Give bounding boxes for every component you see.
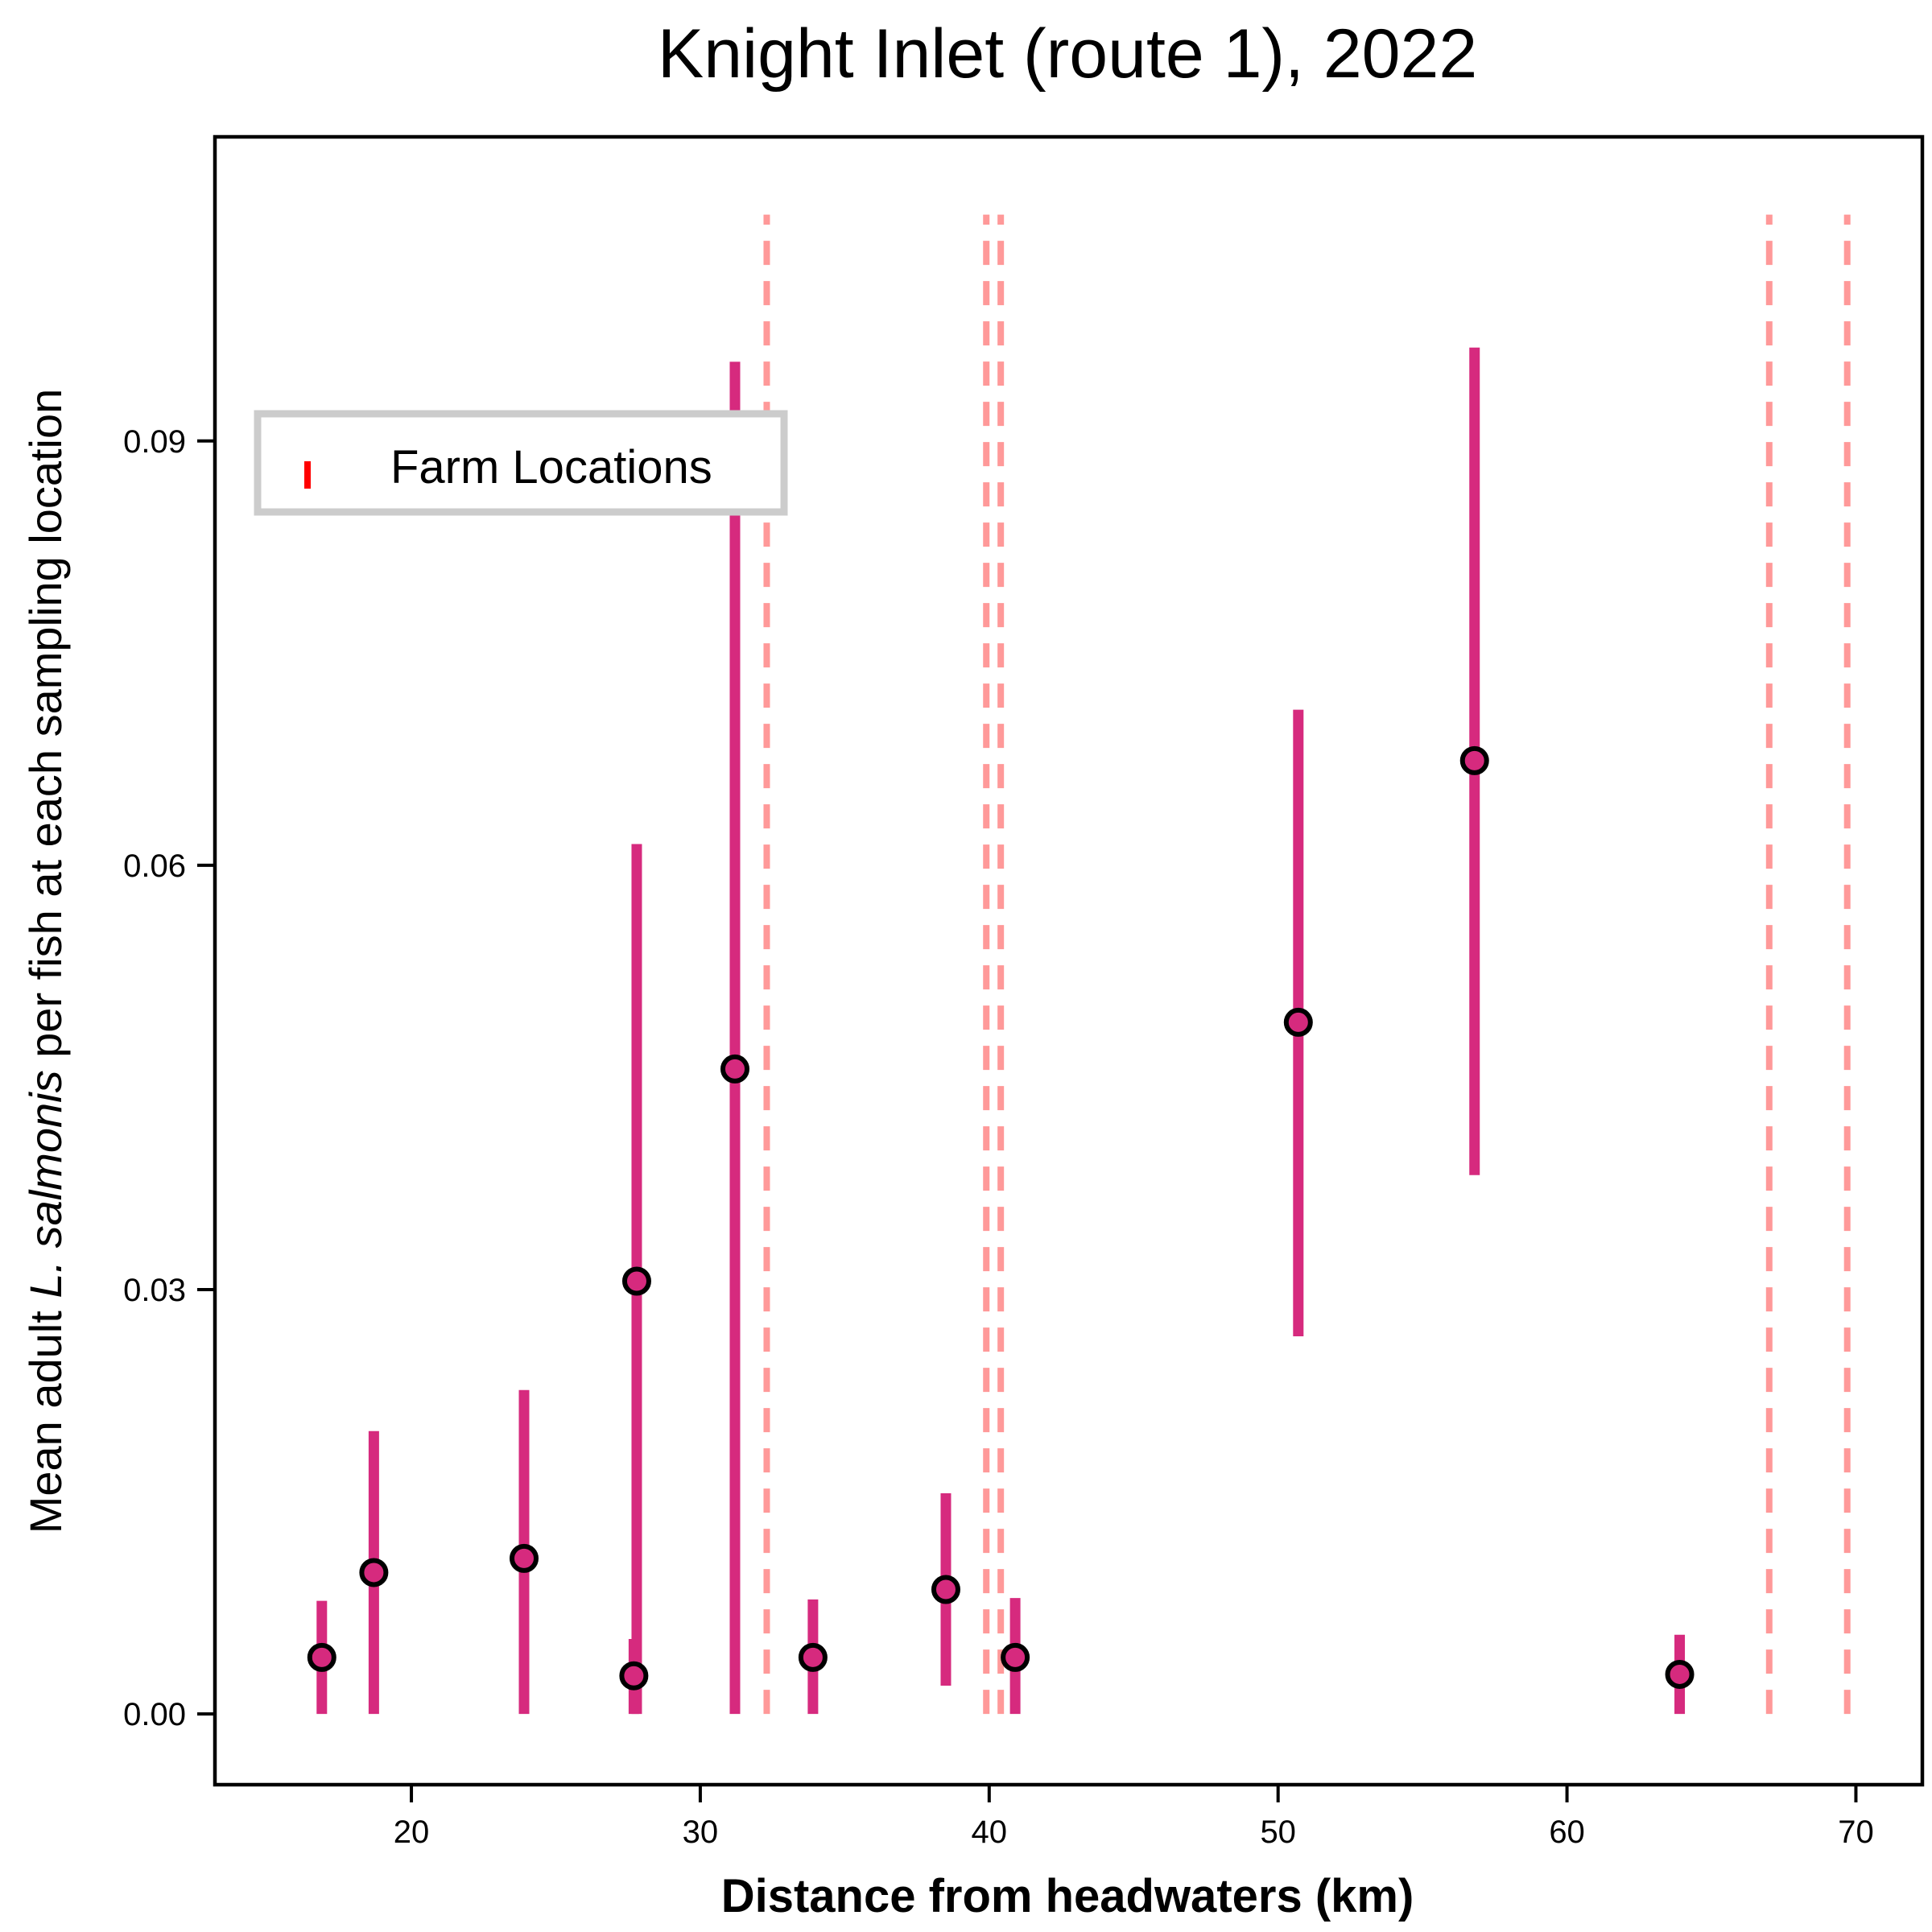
y-axis-label-end: per fish at each sampling location <box>20 389 71 1071</box>
data-point-3 <box>510 1543 539 1573</box>
chart-title: Knight Inlet (route 1), 2022 <box>658 15 1477 93</box>
y-axis-label-start: Mean adult <box>20 1298 71 1534</box>
y-tick-label-3: 0.09 <box>123 424 186 460</box>
y-axis-label-species: L. salmonis <box>20 1070 71 1298</box>
plot-frame <box>213 134 1925 1787</box>
data-points <box>307 745 1695 1690</box>
legend-box <box>254 410 788 516</box>
x-tick-label-40: 40 <box>972 1814 1008 1850</box>
data-point-7 <box>798 1642 828 1672</box>
data-point-11 <box>1459 745 1489 775</box>
data-point-10 <box>1283 1007 1313 1037</box>
x-axis: 20 30 40 50 60 70 <box>394 1785 1874 1850</box>
data-point-4 <box>619 1661 649 1690</box>
y-tick-label-1: 0.03 <box>123 1273 186 1308</box>
data-point-9 <box>1001 1642 1030 1672</box>
data-point-6 <box>720 1054 749 1084</box>
x-tick-label-30: 30 <box>683 1814 719 1850</box>
y-tick-label-2: 0.06 <box>123 848 186 884</box>
data-point-12 <box>1665 1659 1695 1689</box>
data-point-8 <box>931 1575 960 1604</box>
y-axis: 0.00 0.03 0.06 0.09 <box>123 424 215 1732</box>
x-tick-label-20: 20 <box>394 1814 430 1850</box>
y-tick-label-0: 0.00 <box>123 1697 186 1732</box>
x-tick-label-50: 50 <box>1260 1814 1296 1850</box>
x-tick-label-60: 60 <box>1549 1814 1585 1850</box>
data-point-2 <box>359 1558 389 1587</box>
x-axis-label: Distance from headwaters (km) <box>721 1870 1414 1922</box>
y-axis-label: Mean adult L. salmonis per fish at each … <box>20 389 71 1534</box>
data-point-1 <box>307 1642 336 1672</box>
legend-label-farm-locations: Farm Locations <box>390 441 712 493</box>
legend: Farm Locations <box>254 410 788 516</box>
data-point-5 <box>621 1266 651 1296</box>
farm-lines <box>763 214 1851 1715</box>
x-tick-label-70: 70 <box>1838 1814 1874 1850</box>
